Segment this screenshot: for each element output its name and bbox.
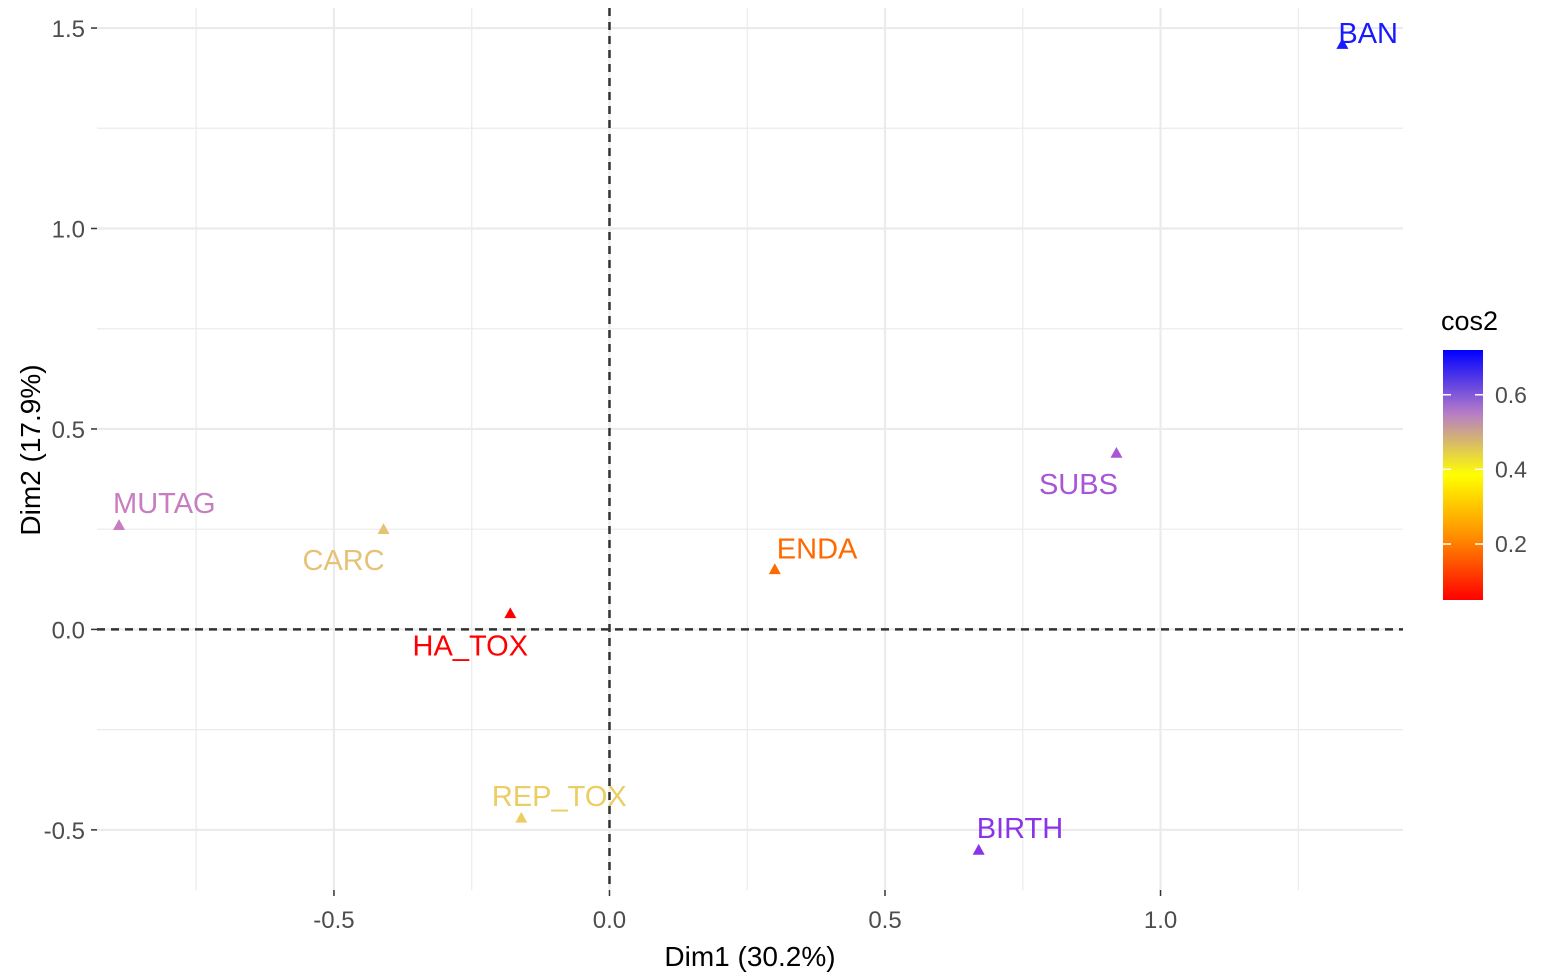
point-ha-tox xyxy=(504,607,517,619)
x-tick-label: 0.5 xyxy=(868,907,901,934)
grid xyxy=(97,8,1403,890)
point-label-carc: CARC xyxy=(302,545,384,577)
y-tick-label: 0.5 xyxy=(52,417,85,444)
y-tick-label: 1.5 xyxy=(52,16,85,43)
point-label-rep-tox: REP_TOX xyxy=(492,781,627,813)
legend-tick-label: 0.2 xyxy=(1495,531,1527,557)
point-mutag xyxy=(113,519,126,530)
legend-ticks: 0.2 0.4 0.6 xyxy=(1443,382,1527,557)
point-enda xyxy=(768,563,781,575)
point-label-mutag: MUTAG xyxy=(113,488,216,520)
x-tick-label: 1.0 xyxy=(1144,907,1177,934)
y-axis-title: Dim2 (17.9%) xyxy=(15,364,46,535)
point-label-birth: BIRTH xyxy=(977,813,1063,845)
x-tick-label: 0.0 xyxy=(593,907,626,934)
y-tick-label: 0.0 xyxy=(52,617,85,644)
x-tick-label: -0.5 xyxy=(313,907,354,934)
point-ban xyxy=(1336,38,1349,49)
point-birth xyxy=(972,843,985,855)
axes: -0.5 0.0 0.5 1.0 -0.5 0.0 0.5 1.0 1.5 xyxy=(44,16,1178,934)
point-label-enda: ENDA xyxy=(777,533,858,565)
legend-tick-label: 0.6 xyxy=(1495,382,1527,408)
legend-title: cos2 xyxy=(1441,306,1498,336)
point-rep-tox xyxy=(515,811,528,823)
data-points xyxy=(113,38,1349,855)
y-tick-label: 1.0 xyxy=(52,217,85,244)
legend-tick-label: 0.4 xyxy=(1495,456,1527,482)
reference-lines xyxy=(97,8,1403,890)
point-label-subs: SUBS xyxy=(1039,469,1118,501)
point-carc xyxy=(377,523,390,534)
legend-colorbar xyxy=(1443,350,1483,600)
y-tick-label: -0.5 xyxy=(44,818,85,845)
cos2-legend: cos2 0.2 0.4 0.6 xyxy=(1441,306,1527,600)
point-label-ban: BAN xyxy=(1338,18,1398,50)
point-subs xyxy=(1110,447,1123,458)
point-labels: BAN SUBS MUTAG CARC ENDA HA_TOX REP_TOX BIRTH xyxy=(113,18,1398,845)
point-label-ha-tox: HA_TOX xyxy=(413,630,529,662)
x-axis-title: Dim1 (30.2%) xyxy=(664,941,835,972)
